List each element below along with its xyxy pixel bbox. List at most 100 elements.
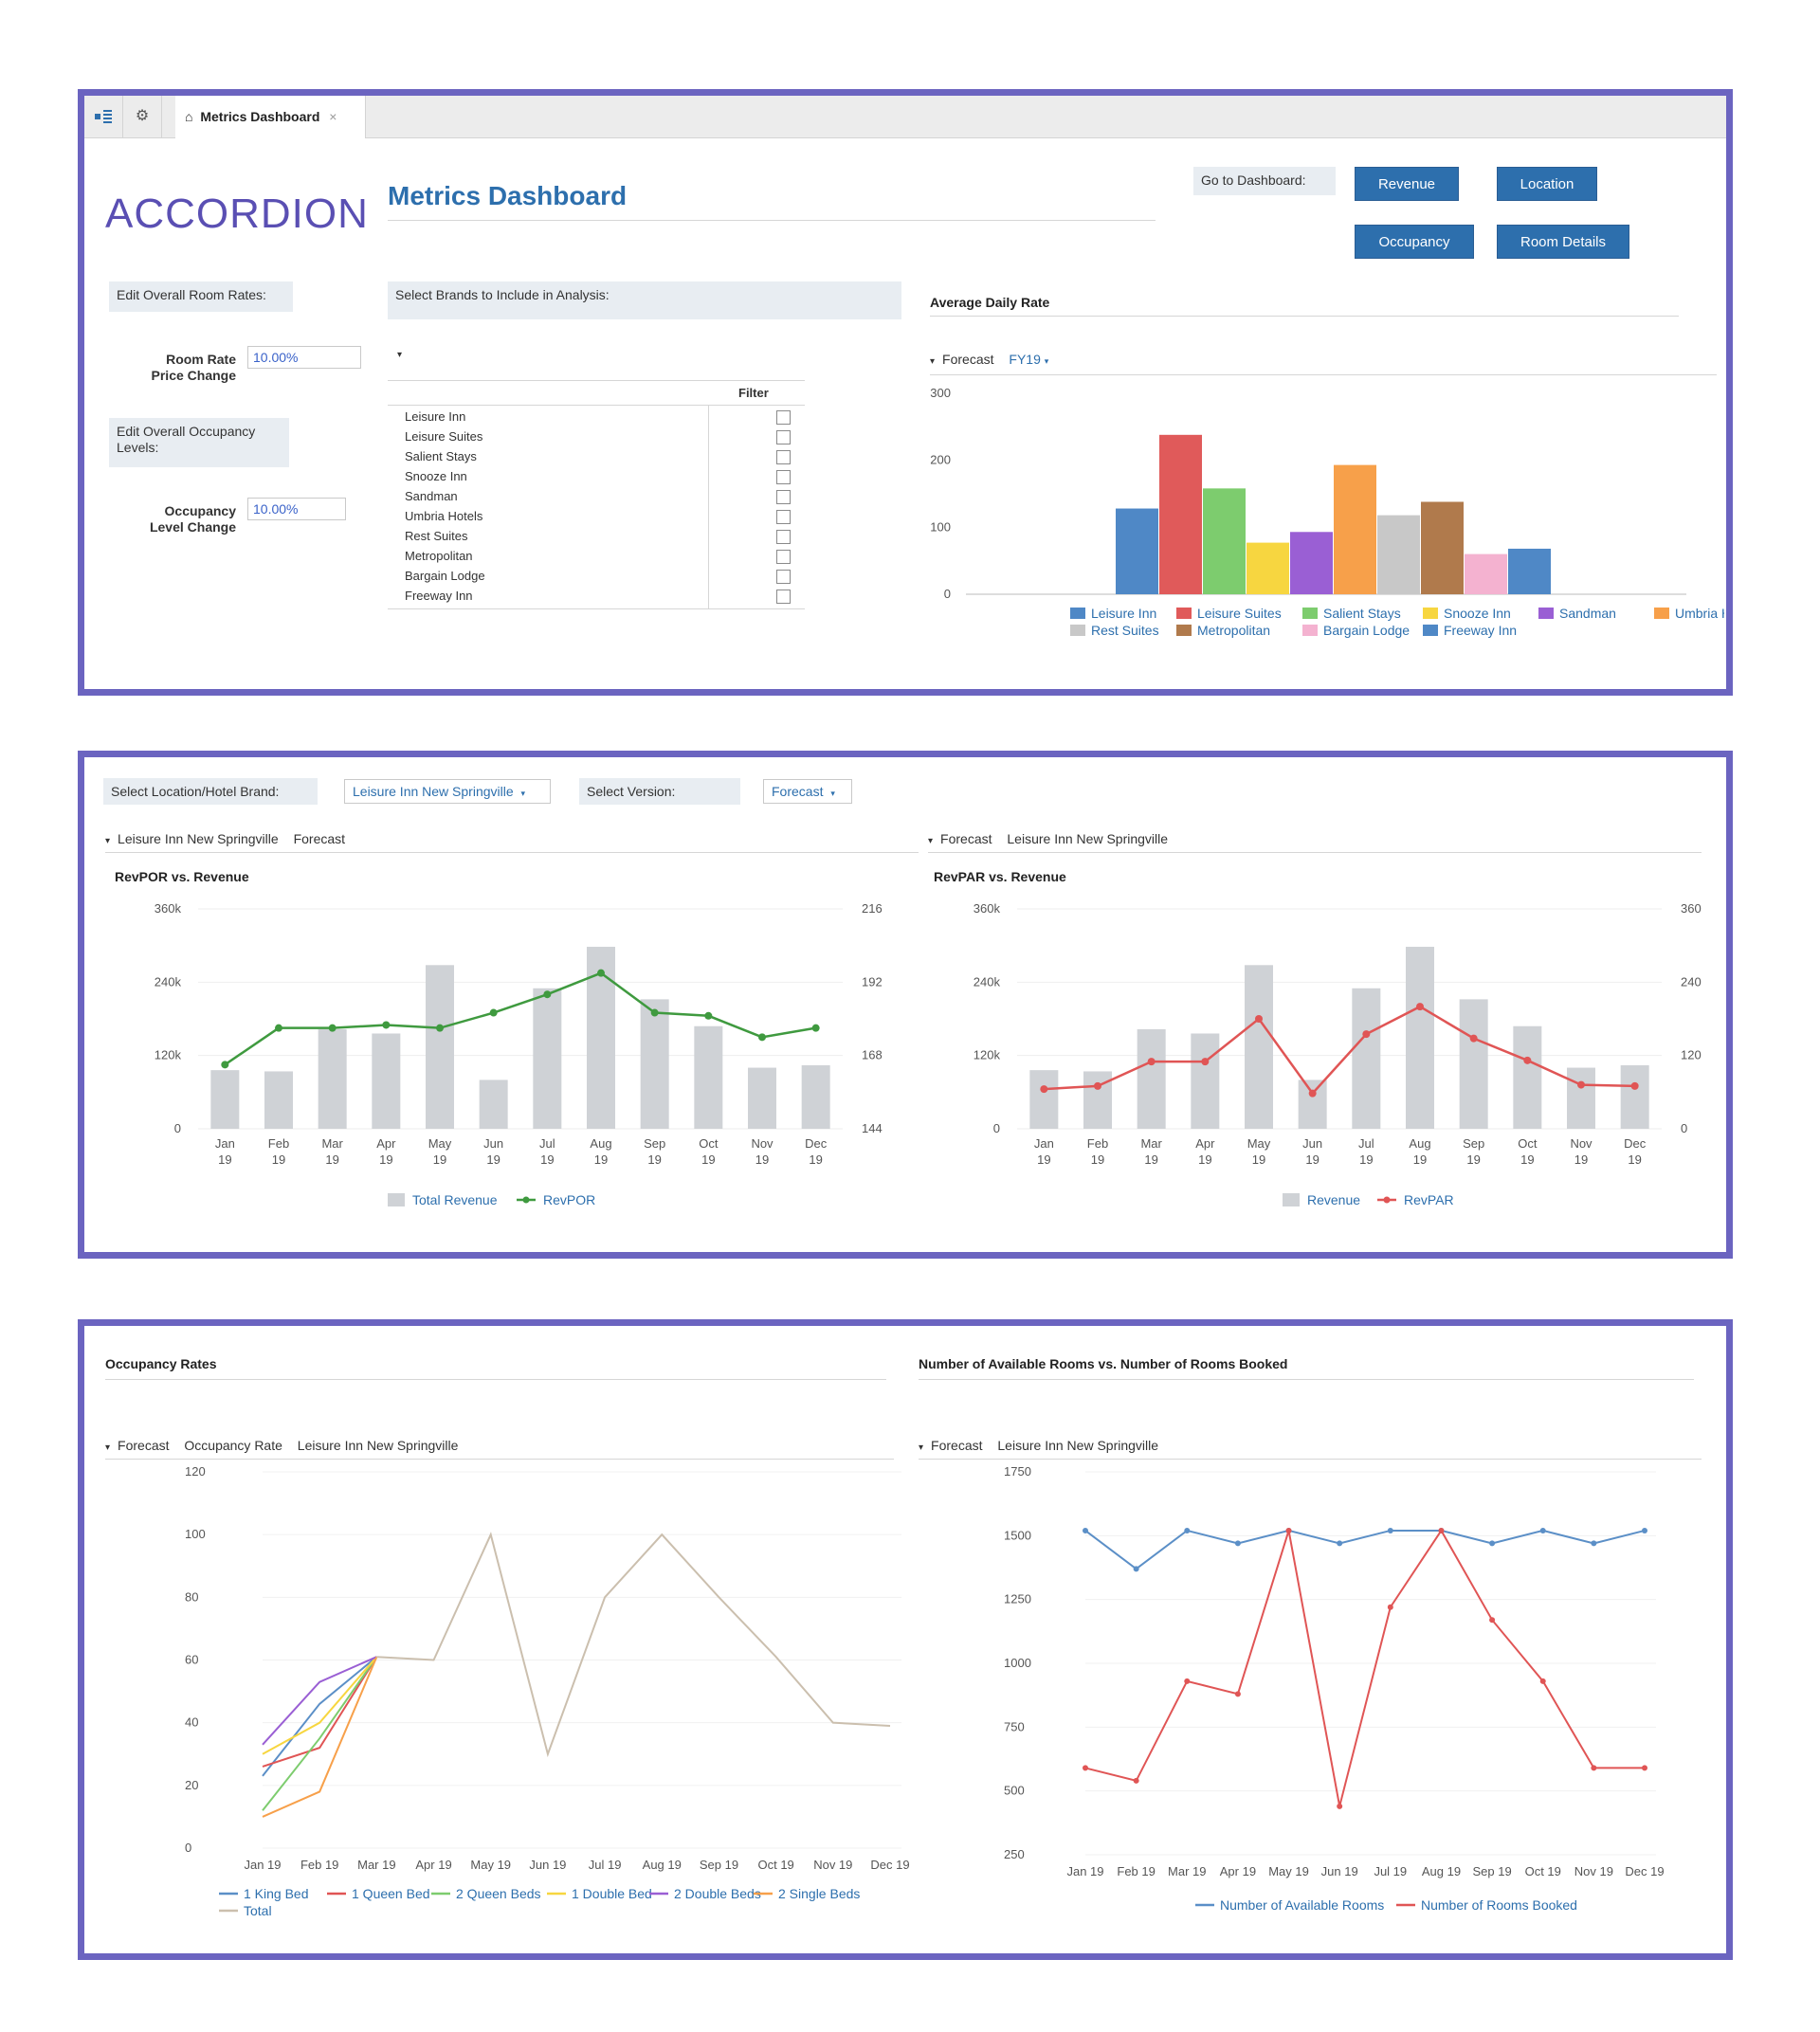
occupancy-y-tick-label: 100 (185, 1527, 206, 1541)
revpor-chart: 0 120k 240k 360k 144 168 192 216 Jan 19 Feb 19 Mar 19… (155, 901, 883, 1207)
occupancy-y-tick-label: 0 (185, 1841, 191, 1855)
rooms-collapse-caret-icon[interactable]: ▾ (919, 1442, 924, 1453)
revpor-point-sep-19 (650, 1008, 659, 1017)
adr-legend-swatch-sandman (1538, 608, 1554, 619)
occupancy-legend-label-1-double-bed: 1 Double Bed (572, 1886, 652, 1901)
select-location-label: Select Location/Hotel Brand: (103, 778, 318, 805)
rooms-x-tick-label: Mar 19 (1168, 1864, 1206, 1878)
fy-select[interactable]: FY19 ▾ (1009, 352, 1048, 367)
rooms-y-tick-label: 250 (1004, 1847, 1025, 1861)
revpar-collapse-caret-icon[interactable]: ▾ (928, 836, 934, 846)
brand-filter-checkbox-rest-suites[interactable] (776, 530, 791, 544)
rooms-legend-label-number-of-available-rooms: Number of Available Rooms (1220, 1897, 1384, 1913)
brand-filter-checkbox-freeway-inn[interactable] (776, 590, 791, 604)
sidebar-toggle-icon[interactable] (84, 96, 123, 137)
room-rate-input[interactable]: 10.00% (247, 346, 361, 369)
location-select[interactable]: Leisure Inn New Springville ▾ (344, 779, 551, 804)
revpor-crumb-location: Leisure Inn New Springville (118, 831, 279, 846)
revpar-x-tick-label: Oct 19 (1518, 1136, 1538, 1167)
occupancy-legend-label-2-queen-beds: 2 Queen Beds (456, 1886, 541, 1901)
revpar-x-tick-label: Jul 19 (1358, 1136, 1374, 1167)
brand-filter-checkbox-sandman[interactable] (776, 490, 791, 504)
revpar-line-revpar (1044, 1005, 1635, 1096)
occupancy-breadcrumb: ▾ Forecast Occupancy Rate Leisure Inn New… (105, 1438, 458, 1453)
adr-legend-label-metropolitan: Metropolitan (1197, 623, 1270, 638)
rooms-y-tick-label: 1500 (1004, 1528, 1031, 1542)
revpor-x-tick-label: Apr 19 (376, 1136, 396, 1167)
brand-item-rest-suites: Rest Suites (405, 529, 468, 543)
occupancy-y-tick-label: 120 (185, 1464, 206, 1479)
brand-filter-checkbox-salient-stays[interactable] (776, 450, 791, 464)
occupancy-y-tick-label: 40 (185, 1715, 198, 1730)
brands-divider (388, 380, 805, 381)
occupancy-x-tick-label: Jul 19 (589, 1858, 622, 1872)
version-select[interactable]: Forecast ▾ (763, 779, 852, 804)
brand-item-salient-stays: Salient Stays (405, 449, 477, 463)
occupancy-x-tick-label: Oct 19 (757, 1858, 793, 1872)
rooms-point-number-of-available-rooms (1083, 1527, 1088, 1533)
rooms-point-number-of-available-rooms (1642, 1527, 1647, 1533)
accordion-logo: ACCORDION (105, 190, 369, 237)
occupancy-x-tick-label: Nov 19 (813, 1858, 852, 1872)
revpar-legend-label-revenue: Revenue (1307, 1192, 1360, 1207)
revpar-crumb-version: Forecast (940, 831, 992, 846)
revpor-bar-nov-19 (748, 1067, 776, 1129)
rooms-x-tick-label: Oct 19 (1525, 1864, 1561, 1878)
location-button[interactable]: Location (1497, 167, 1597, 201)
version-select-value: Forecast (772, 784, 824, 799)
brand-filter-checkbox-metropolitan[interactable] (776, 550, 791, 564)
revpor-point-oct-19 (704, 1011, 713, 1020)
brand-filter-checkbox-umbria-hotels[interactable] (776, 510, 791, 524)
occupancy-x-tick-label: Aug 19 (643, 1858, 682, 1872)
revpar-bar-nov-19 (1567, 1067, 1595, 1129)
close-icon[interactable]: × (329, 109, 337, 124)
occupancy-input[interactable]: 10.00% (247, 498, 346, 520)
brand-item-bargain-lodge: Bargain Lodge (405, 569, 485, 583)
revpar-point-aug-19 (1416, 1003, 1424, 1011)
brand-filter-checkbox-bargain-lodge[interactable] (776, 570, 791, 584)
brand-filter-checkbox-leisure-suites[interactable] (776, 430, 791, 444)
occupancy-x-tick-label: May 19 (470, 1858, 511, 1872)
occupancy-y-tick-label: 60 (185, 1653, 198, 1667)
revpor-line-revpor (224, 971, 816, 1066)
occupancy-x-tick-label: Sep 19 (700, 1858, 738, 1872)
rooms-point-number-of-available-rooms (1133, 1566, 1139, 1572)
fy-select-value: FY19 (1009, 352, 1041, 367)
revpar-chart: 0 120k 240k 360k 0 120 240 360 Jan 19 Feb 19 Mar 19 Ap… (974, 901, 1702, 1207)
rooms-point-number-of-rooms-booked (1184, 1678, 1191, 1684)
adr-y-tick-label: 200 (930, 453, 951, 467)
revenue-button[interactable]: Revenue (1355, 167, 1459, 201)
brand-item-leisure-inn: Leisure Inn (405, 409, 466, 424)
occupancy-y-tick-label: 80 (185, 1589, 198, 1604)
occupancy-crumb-divider (105, 1459, 894, 1460)
occupancy-collapse-caret-icon[interactable]: ▾ (105, 1442, 111, 1453)
adr-y-tick-label: 300 (930, 386, 951, 400)
revpar-point-nov-19 (1577, 1080, 1585, 1089)
rooms-point-number-of-rooms-booked (1438, 1527, 1445, 1533)
revpor-collapse-caret-icon[interactable]: ▾ (105, 836, 111, 846)
rooms-point-number-of-available-rooms (1337, 1540, 1343, 1547)
brand-filter-checkbox-leisure-inn[interactable] (776, 410, 791, 425)
version-dropdown-icon: ▾ (830, 789, 835, 798)
occupancy-legend-label-2-single-beds: 2 Single Beds (778, 1886, 860, 1901)
rooms-point-number-of-rooms-booked (1642, 1765, 1647, 1771)
gear-icon[interactable]: ⚙ (123, 96, 162, 137)
occupancy-crumb-location: Leisure Inn New Springville (297, 1438, 459, 1453)
brand-filter-checkbox-snooze-inn[interactable] (776, 470, 791, 484)
brand-item-freeway-inn: Freeway Inn (405, 589, 473, 603)
occupancy-button[interactable]: Occupancy (1355, 225, 1474, 259)
tab-metrics-dashboard[interactable]: ⌂ Metrics Dashboard × (175, 96, 366, 138)
revpar-x-tick-label: Jun 19 (1302, 1136, 1322, 1167)
adr-collapse-caret-icon[interactable]: ▾ (930, 356, 936, 367)
adr-bar-bargain-lodge (1465, 553, 1507, 594)
occupancy-line-total (376, 1532, 891, 1758)
revpar-point-sep-19 (1469, 1034, 1478, 1043)
adr-legend-label-umbria-hotels: Umbria Hotels (1675, 606, 1724, 621)
revpor-point-dec-19 (811, 1024, 820, 1032)
room-details-button[interactable]: Room Details (1497, 225, 1629, 259)
home-icon: ⌂ (185, 109, 193, 124)
brands-collapse-caret-icon[interactable]: ▾ (397, 350, 403, 360)
revpar-bar-may-19 (1245, 965, 1273, 1129)
revpar-y-tick-label: 240k (974, 974, 1001, 989)
revpor-x-tick-label: Mar 19 (321, 1136, 343, 1167)
